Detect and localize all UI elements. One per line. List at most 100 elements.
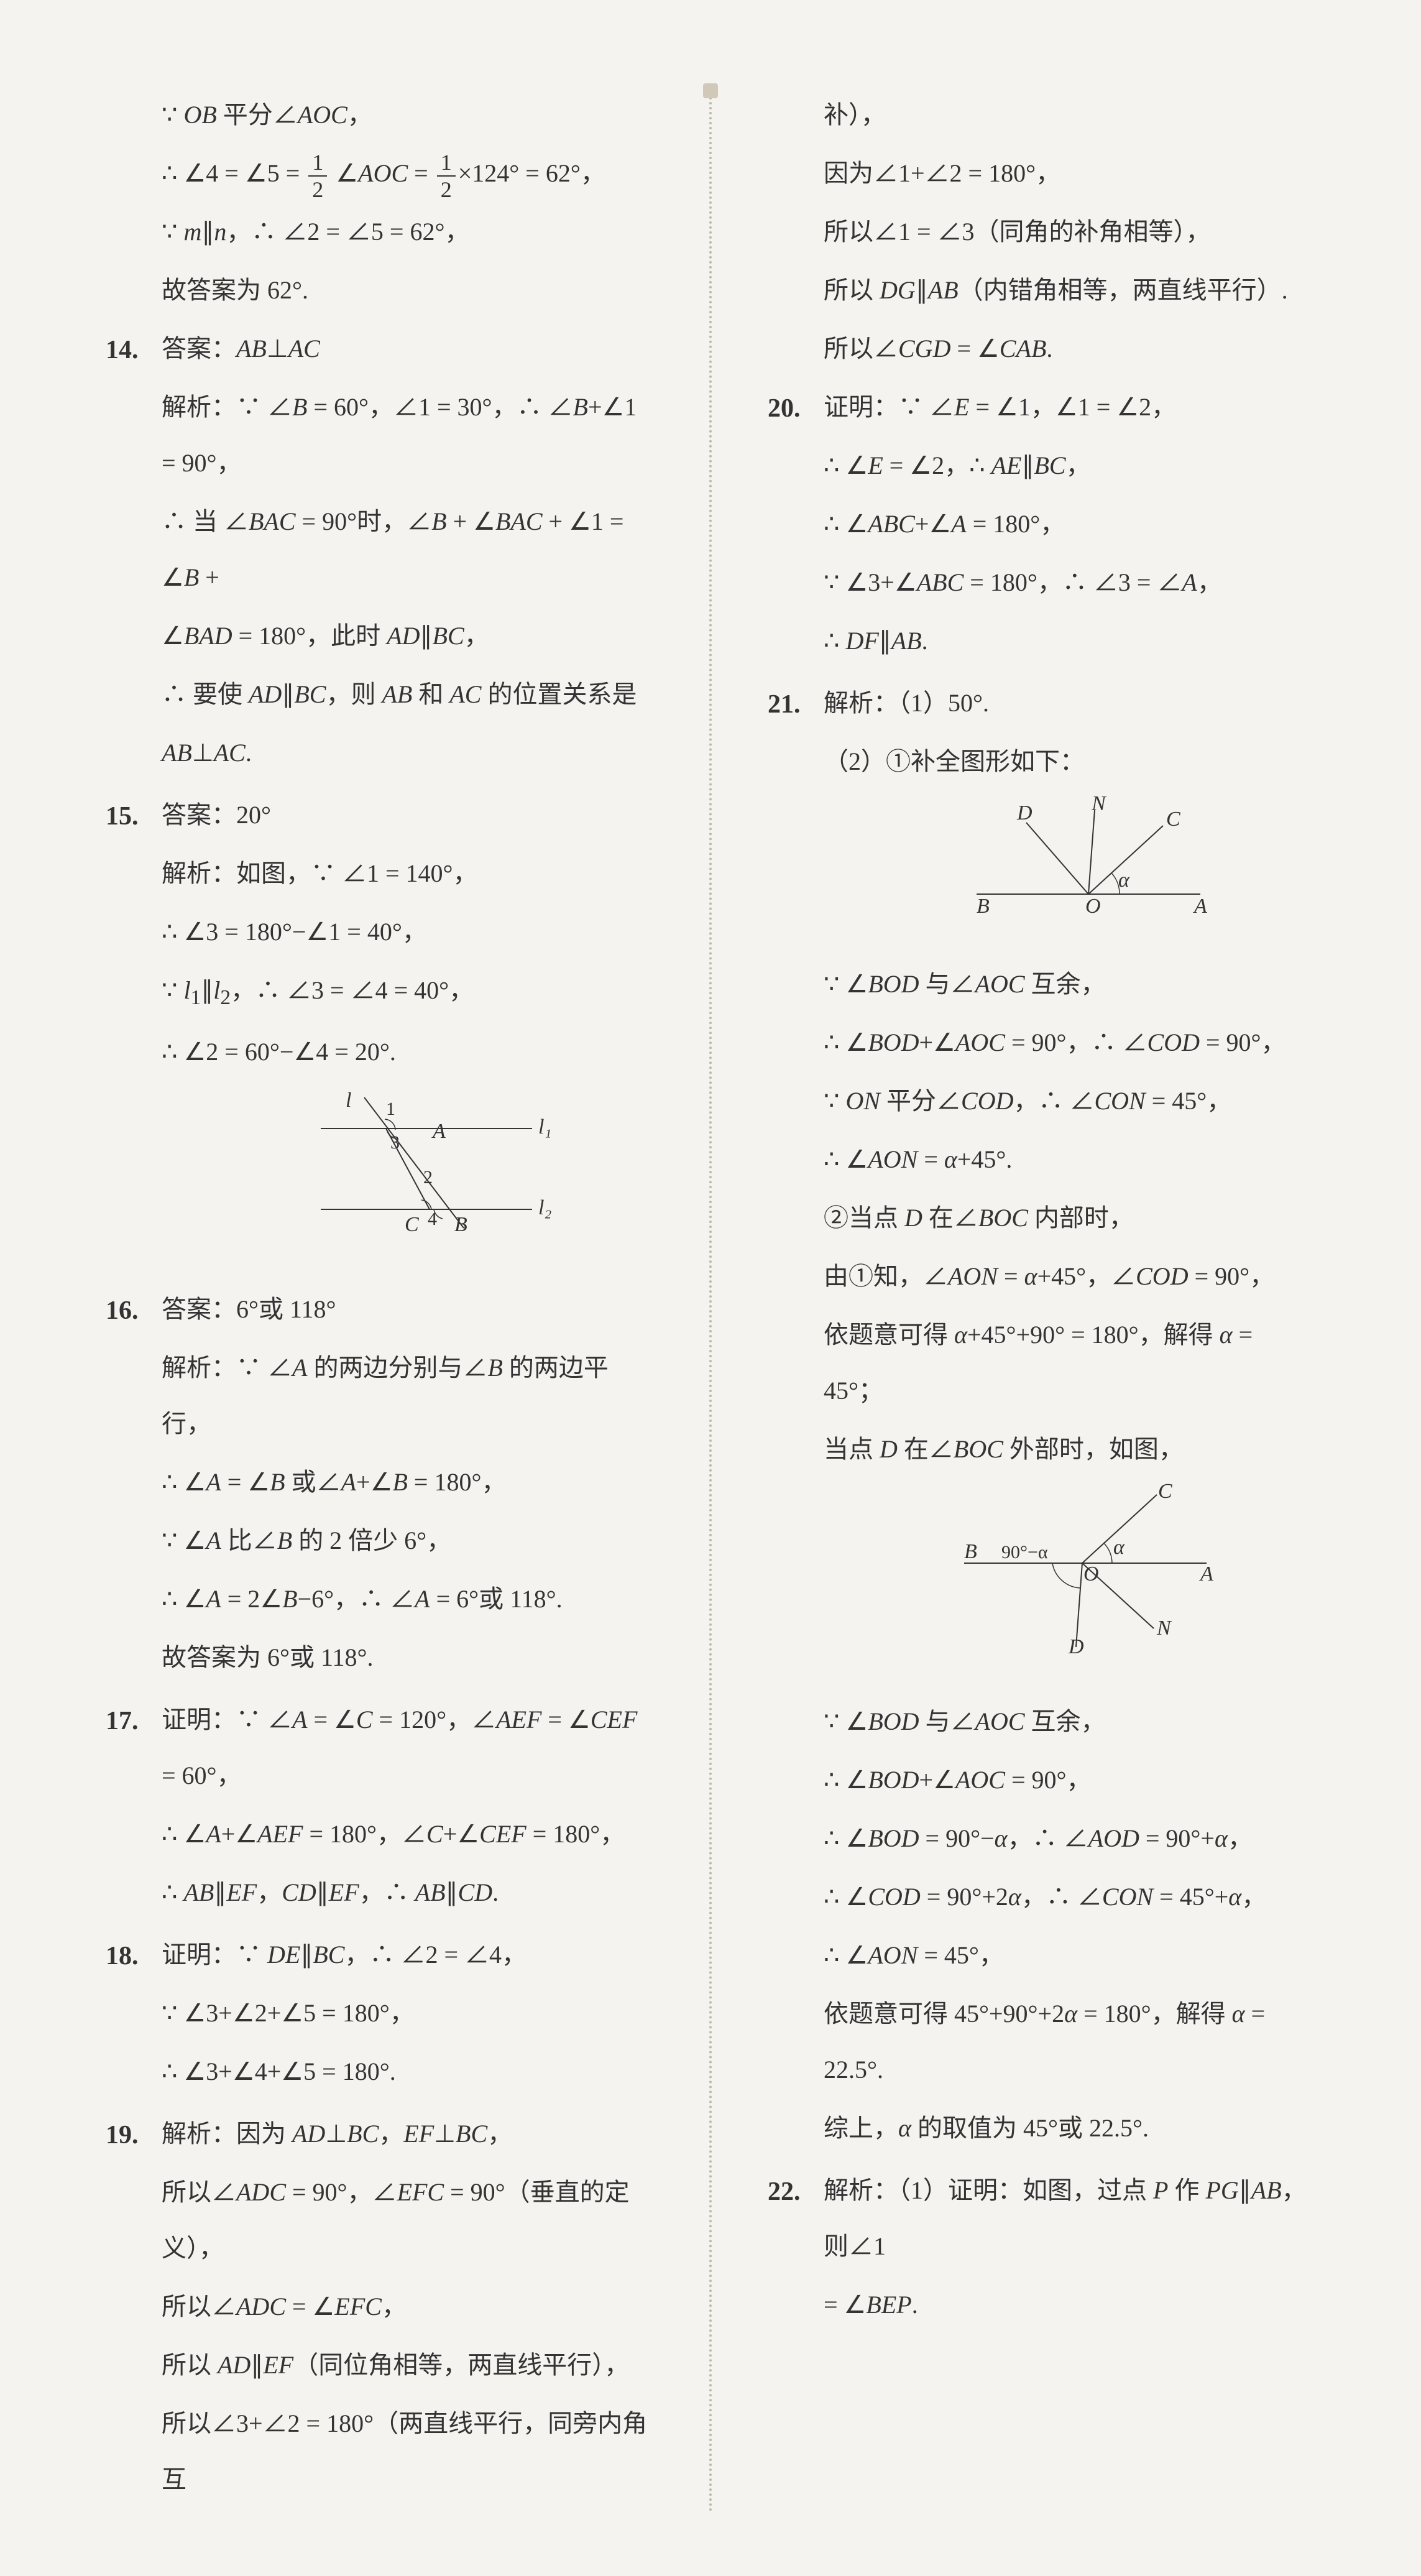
label-90-alpha: 90°−α bbox=[1001, 1542, 1048, 1563]
problem-17: 17. 证明：∵ ∠A = ∠C = 120°，∠AEF = ∠CEF = 60… bbox=[106, 1692, 653, 1923]
text-line: ∵ ON 平分∠COD，∴ ∠CON = 45°， bbox=[824, 1073, 1315, 1129]
problem-14: 14. 答案：AB⊥AC 解析：∵ ∠B = 60°，∠1 = 30°，∴ ∠B… bbox=[106, 321, 653, 783]
label-l: l bbox=[346, 1089, 351, 1112]
text-line: 解析：∵ ∠A 的两边分别与∠B 的两边平行， bbox=[162, 1340, 653, 1452]
text-line: 依题意可得 α+45°+90° = 180°，解得 α = 45°； bbox=[824, 1307, 1315, 1419]
label-N: N bbox=[1091, 792, 1107, 815]
text-line: ∴ ∠A = 2∠B−6°，∴ ∠A = 6°或 118°. bbox=[162, 1571, 653, 1627]
problem-number: 17. bbox=[106, 1692, 162, 1923]
divider-ornament-icon bbox=[703, 83, 718, 98]
text-line: 解析：如图，∵ ∠1 = 140°， bbox=[162, 846, 653, 902]
text-line: ∴ ∠BOD+∠AOC = 90°，∴ ∠COD = 90°， bbox=[824, 1015, 1315, 1071]
text-line: 证明：∵ ∠E = ∠1，∠1 = ∠2， bbox=[824, 379, 1315, 435]
text-line: ∴ ∠ABC+∠A = 180°， bbox=[824, 496, 1315, 552]
label-alpha: α bbox=[1113, 1536, 1125, 1559]
text-line: 所以∠ADC = ∠EFC， bbox=[162, 2279, 653, 2335]
text-line: ∴ ∠AON = α+45°. bbox=[824, 1132, 1315, 1188]
text-line: 解析：（1）证明：如图，过点 P 作 PG∥AB，则∠1 bbox=[824, 2163, 1315, 2274]
right-column: 补）， 因为∠1+∠2 = 180°， 所以∠1 = ∠3（同角的补角相等）， … bbox=[768, 87, 1315, 2514]
text-line: 解析：∵ ∠B = 60°，∠1 = 30°，∴ ∠B+∠1 = 90°， bbox=[162, 379, 653, 491]
label-l1: l₁ bbox=[538, 1115, 551, 1138]
label-1: 1 bbox=[386, 1099, 395, 1119]
intro-block: ∵ OB 平分∠AOC， ∴ ∠4 = ∠5 = 12 ∠AOC = 12×12… bbox=[106, 87, 653, 318]
problem-number: 18. bbox=[106, 1927, 162, 2102]
text-line: ∵ OB 平分∠AOC， bbox=[162, 87, 653, 143]
text-line: ∵ ∠A 比∠B 的 2 倍少 6°， bbox=[162, 1513, 653, 1569]
text-line: ∵ ∠BOD 与∠AOC 互余， bbox=[824, 1694, 1315, 1750]
label-A: A bbox=[1199, 1563, 1213, 1586]
text-line: 所以 DG∥AB（内错角相等，两直线平行）. bbox=[824, 262, 1315, 318]
text-line: 证明：∵ ∠A = ∠C = 120°，∠AEF = ∠CEF = 60°， bbox=[162, 1692, 653, 1804]
text-line: ∴ ∠A+∠AEF = 180°，∠C+∠CEF = 180°， bbox=[162, 1806, 653, 1862]
label-alpha: α bbox=[1118, 869, 1130, 892]
text-line: = ∠BEP. bbox=[824, 2277, 1315, 2333]
label-4: 4 bbox=[428, 1209, 437, 1229]
problem-15: 15. 答案：20° 解析：如图，∵ ∠1 = 140°， ∴ ∠3 = 180… bbox=[106, 787, 653, 1278]
label-D: D bbox=[1068, 1635, 1084, 1658]
label-C: C bbox=[1158, 1480, 1172, 1503]
diagram-21b: B O A C N D α 90°−α bbox=[848, 1489, 1315, 1676]
label-l2: l₂ bbox=[538, 1196, 551, 1219]
text-line: 所以∠1 = ∠3（同角的补角相等）， bbox=[824, 204, 1315, 260]
text-line: ∴ ∠BOD+∠AOC = 90°， bbox=[824, 1752, 1315, 1808]
text-line: ∴ 当 ∠BAC = 90°时，∠B + ∠BAC + ∠1 = ∠B + bbox=[162, 494, 653, 606]
text-line: AB⊥AC. bbox=[162, 725, 653, 781]
text-line: ∵ ∠3+∠2+∠5 = 180°， bbox=[162, 1985, 653, 2041]
problem-18: 18. 证明：∵ DE∥BC，∴ ∠2 = ∠4， ∵ ∠3+∠2+∠5 = 1… bbox=[106, 1927, 653, 2102]
diagram-15: l l₁ l₂ A B C 1 3 2 4 bbox=[186, 1091, 653, 1260]
text-line: 解析：因为 AD⊥BC，EF⊥BC， bbox=[162, 2106, 653, 2162]
text-line: ∴ ∠AON = 45°， bbox=[824, 1927, 1315, 1983]
problem-19: 19. 解析：因为 AD⊥BC，EF⊥BC， 所以∠ADC = 90°，∠EFC… bbox=[106, 2106, 653, 2510]
label-O: O bbox=[1085, 895, 1101, 918]
text-line: 所以 AD∥EF（同位角相等，两直线平行）， bbox=[162, 2337, 653, 2393]
text-line: ∴ ∠4 = ∠5 = 12 ∠AOC = 12×124° = 62°， bbox=[162, 145, 653, 201]
text-line: ∴ ∠3 = 180°−∠1 = 40°， bbox=[162, 904, 653, 960]
label-B: B bbox=[964, 1540, 977, 1563]
problem-21: 21. 解析：（1）50°. （2）①补全图形如下： B O A D bbox=[768, 675, 1315, 2159]
text-line: 答案：6°或 118° bbox=[162, 1281, 653, 1337]
problem-number: 20. bbox=[768, 379, 824, 672]
text-line: 证明：∵ DE∥BC，∴ ∠2 = ∠4， bbox=[162, 1927, 653, 1983]
problem-number: 15. bbox=[106, 787, 162, 1278]
text-line: ∴ ∠A = ∠B 或∠A+∠B = 180°， bbox=[162, 1454, 653, 1510]
text-line: ∴ ∠E = ∠2，∴ AE∥BC， bbox=[824, 438, 1315, 494]
text-line: ∵ l1∥l2，∴ ∠3 = ∠4 = 40°， bbox=[162, 963, 653, 1022]
text-line: 因为∠1+∠2 = 180°， bbox=[824, 145, 1315, 201]
text-line: 故答案为 62°. bbox=[162, 262, 653, 318]
text-line: ∵ m∥n，∴ ∠2 = ∠5 = 62°， bbox=[162, 204, 653, 260]
text-line: ∴ ∠3+∠4+∠5 = 180°. bbox=[162, 2044, 653, 2100]
intro-block: 补）， 因为∠1+∠2 = 180°， 所以∠1 = ∠3（同角的补角相等）， … bbox=[768, 87, 1315, 377]
problem-number: 22. bbox=[768, 2163, 824, 2335]
left-column: ∵ OB 平分∠AOC， ∴ ∠4 = ∠5 = 12 ∠AOC = 12×12… bbox=[106, 87, 653, 2514]
text-line: 当点 D 在∠BOC 外部时，如图， bbox=[824, 1421, 1315, 1477]
problem-16: 16. 答案：6°或 118° 解析：∵ ∠A 的两边分别与∠B 的两边平行， … bbox=[106, 1281, 653, 1688]
label-A: A bbox=[1193, 895, 1207, 918]
text-line: （2）①补全图形如下： bbox=[824, 734, 1315, 790]
label-A: A bbox=[431, 1120, 446, 1143]
label-B: B bbox=[977, 895, 990, 918]
problem-number: 16. bbox=[106, 1281, 162, 1688]
label-N: N bbox=[1156, 1617, 1172, 1640]
label-B: B bbox=[454, 1213, 467, 1236]
text-line: ∠BAD = 180°，此时 AD∥BC， bbox=[162, 608, 653, 664]
text-line: ②当点 D 在∠BOC 内部时， bbox=[824, 1190, 1315, 1246]
text-line: ∴ DF∥AB. bbox=[824, 613, 1315, 669]
text-line: ∴ ∠BOD = 90°−α，∴ ∠AOD = 90°+α， bbox=[824, 1811, 1315, 1867]
text-line: 所以∠3+∠2 = 180°（两直线平行，同旁内角互 bbox=[162, 2396, 653, 2508]
text-line: 所以∠CGD = ∠CAB. bbox=[824, 321, 1315, 377]
label-O: O bbox=[1083, 1563, 1099, 1586]
problem-number: 19. bbox=[106, 2106, 162, 2510]
problem-20: 20. 证明：∵ ∠E = ∠1，∠1 = ∠2， ∴ ∠E = ∠2，∴ AE… bbox=[768, 379, 1315, 672]
text-line: 故答案为 6°或 118°. bbox=[162, 1630, 653, 1686]
text-line: ∵ ∠3+∠ABC = 180°，∴ ∠3 = ∠A， bbox=[824, 555, 1315, 611]
label-D: D bbox=[1016, 801, 1032, 824]
text-line: ∵ ∠BOD 与∠AOC 互余， bbox=[824, 956, 1315, 1012]
text-line: ∴ ∠2 = 60°−∠4 = 20°. bbox=[162, 1024, 653, 1080]
diagram-21a: B O A D N C α bbox=[848, 801, 1315, 939]
text-line: ∴ AB∥EF，CD∥EF，∴ AB∥CD. bbox=[162, 1865, 653, 1921]
text-line: 解析：（1）50°. bbox=[824, 675, 1315, 731]
label-3: 3 bbox=[390, 1132, 400, 1153]
column-divider bbox=[709, 87, 712, 2514]
text-line: 综上，α 的取值为 45°或 22.5°. bbox=[824, 2100, 1315, 2156]
problem-22: 22. 解析：（1）证明：如图，过点 P 作 PG∥AB，则∠1 = ∠BEP. bbox=[768, 2163, 1315, 2335]
